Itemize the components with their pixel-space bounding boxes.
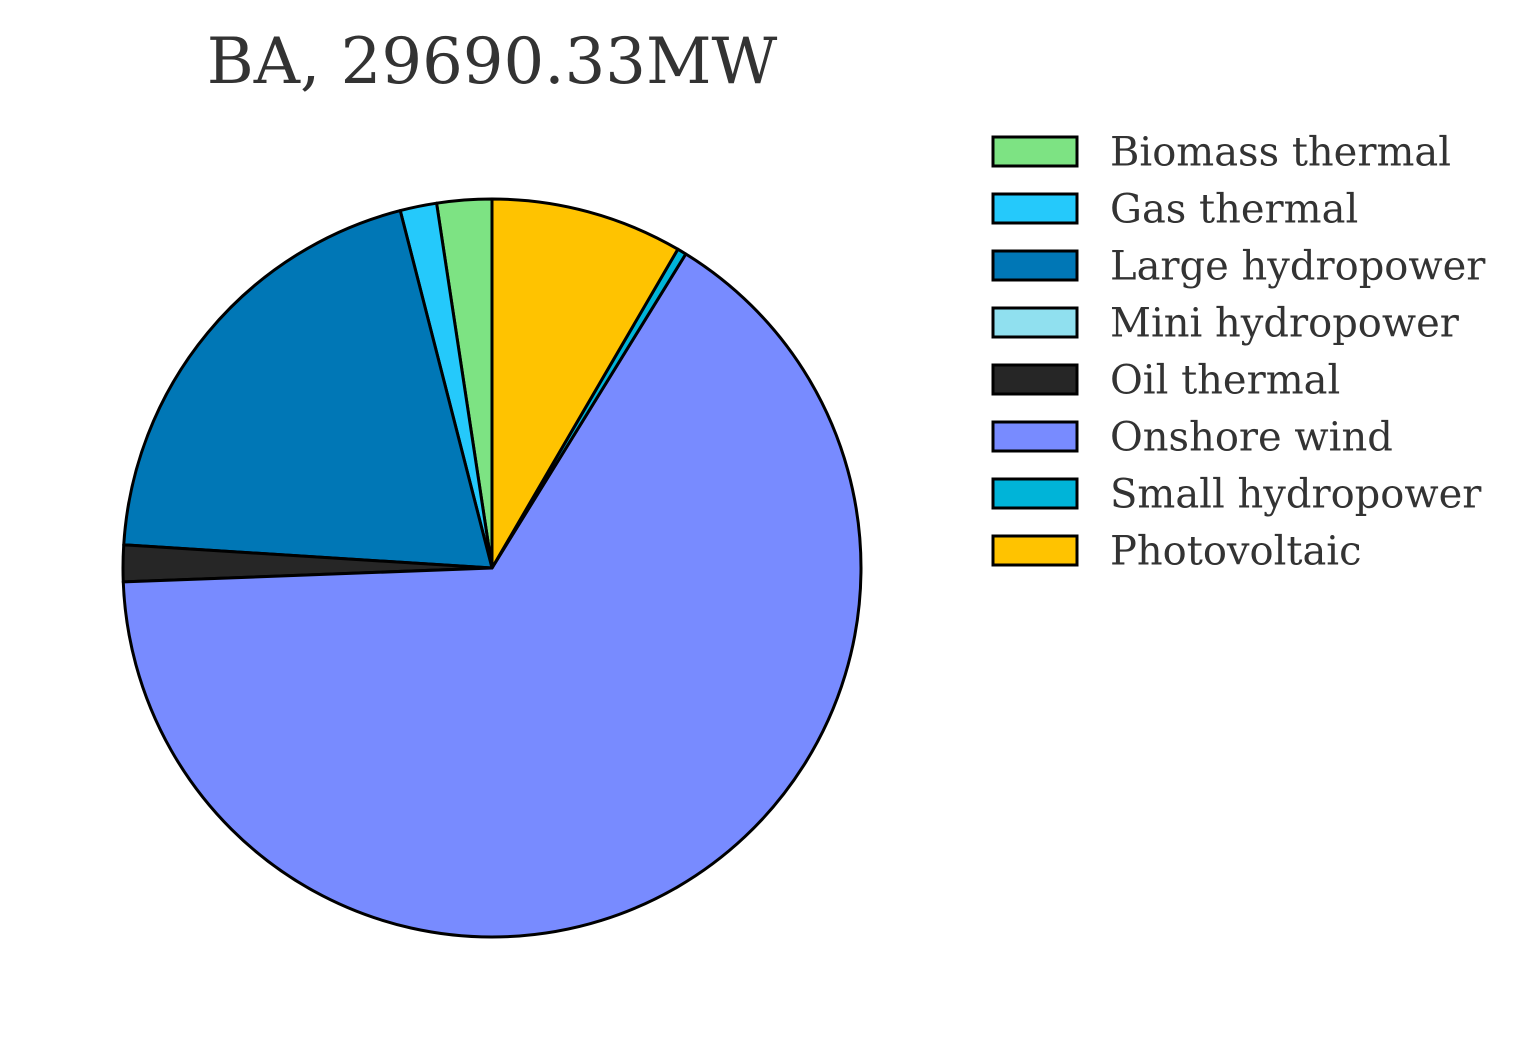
legend-label-large-hydropower: Large hydropower (1110, 244, 1486, 290)
legend-label-small-hydropower: Small hydropower (1110, 472, 1482, 518)
legend-swatch-biomass-thermal (991, 135, 1079, 168)
legend-swatch-onshore-wind (991, 420, 1079, 453)
chart-title: BA, 29690.33MW (207, 25, 778, 99)
legend-label-onshore-wind: Onshore wind (1110, 415, 1393, 461)
legend-swatch-mini-hydropower (991, 306, 1079, 339)
pie-slices (121, 197, 863, 939)
pie-slice-onshore-wind (121, 252, 863, 939)
legend-label-mini-hydropower: Mini hydropower (1110, 301, 1460, 347)
legend-swatch-oil-thermal (991, 363, 1079, 396)
legend-label-biomass-thermal: Biomass thermal (1110, 130, 1451, 176)
legend-label-gas-thermal: Gas thermal (1110, 187, 1358, 233)
pie-slice-photovoltaic (490, 197, 680, 570)
legend-swatch-small-hydropower (991, 477, 1079, 510)
pie-slice-large-hydropower (122, 209, 494, 570)
legend-label-oil-thermal: Oil thermal (1110, 358, 1340, 404)
legend: Biomass thermal Gas thermal Large hydropow… (991, 130, 1486, 575)
legend-swatch-large-hydropower (991, 249, 1079, 282)
legend-swatch-gas-thermal (991, 192, 1079, 225)
legend-swatch-photovoltaic (991, 534, 1079, 567)
legend-label-photovoltaic: Photovoltaic (1110, 529, 1362, 575)
